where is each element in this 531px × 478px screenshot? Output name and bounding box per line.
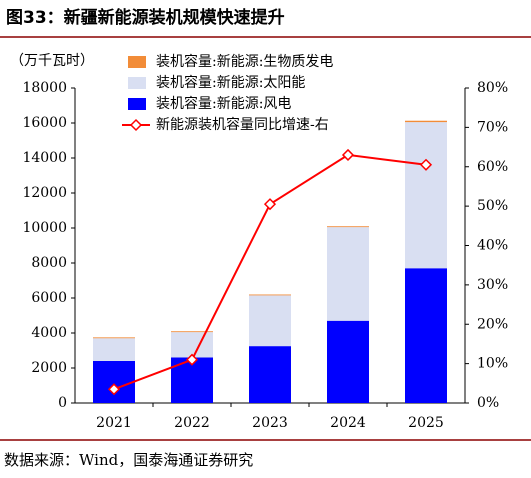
y-tick-label: 2000 (31, 360, 67, 376)
y-tick-label: 10000 (22, 220, 67, 236)
x-tick-label: 2024 (330, 415, 366, 431)
y2-tick-label: 20% (477, 316, 508, 332)
line-marker (263, 198, 277, 211)
chart-title: 图33：新疆新能源装机规模快速提升 (6, 7, 285, 28)
legend-swatch (128, 56, 146, 68)
y-tick-label: 8000 (31, 255, 67, 271)
y2-tick-label: 40% (477, 238, 508, 254)
bar-segment (171, 331, 213, 333)
y-tick-label: 18000 (22, 80, 67, 96)
y-tick-label: 12000 (22, 185, 67, 201)
bar-segment (327, 226, 369, 228)
y2-tick-label: 50% (477, 198, 508, 214)
bar-segment (171, 332, 213, 358)
source-note: 数据来源：Wind，国泰海通证券研究 (4, 451, 253, 469)
y-tick-label: 6000 (31, 290, 67, 306)
bar-segment (327, 227, 369, 321)
legend-label: 装机容量:新能源:太阳能 (156, 74, 305, 91)
bar-segment (249, 346, 291, 403)
line-marker (419, 158, 433, 171)
legend-swatch (128, 98, 146, 110)
y-tick-label: 16000 (22, 115, 67, 131)
line-marker (341, 148, 355, 161)
bar-segment (249, 295, 291, 347)
y-tick-label: 4000 (31, 325, 67, 341)
bar-segment (405, 122, 447, 269)
y2-tick-label: 80% (477, 80, 508, 96)
bar-segment (93, 361, 135, 403)
line-marker (107, 383, 121, 396)
y2-tick-label: 70% (477, 119, 508, 135)
y2-tick-label: 30% (477, 277, 508, 293)
x-tick-label: 2025 (408, 415, 444, 431)
legend-swatch (129, 118, 143, 132)
y-tick-label: 14000 (22, 150, 67, 166)
bar-segment (405, 268, 447, 403)
y2-tick-label: 60% (477, 159, 508, 175)
bar-segment (93, 337, 135, 339)
legend-label: 装机容量:新能源:生物质发电 (156, 53, 333, 70)
y2-tick-label: 0% (477, 395, 499, 411)
line-marker (185, 353, 199, 366)
bar-segment (327, 320, 369, 403)
bar-segment (249, 294, 291, 296)
x-tick-label: 2022 (174, 415, 210, 431)
y-axis-label: （万千瓦时） (10, 53, 94, 69)
y-tick-label: 0 (58, 395, 67, 411)
x-tick-label: 2023 (252, 415, 288, 431)
bar-segment (405, 120, 447, 123)
legend-label: 装机容量:新能源:风电 (156, 95, 291, 112)
x-tick-label: 2021 (96, 415, 132, 431)
legend-label: 新能源装机容量同比增速-右 (156, 116, 329, 133)
y2-tick-label: 10% (477, 356, 508, 372)
legend-swatch (128, 77, 146, 89)
bar-segment (93, 338, 135, 361)
